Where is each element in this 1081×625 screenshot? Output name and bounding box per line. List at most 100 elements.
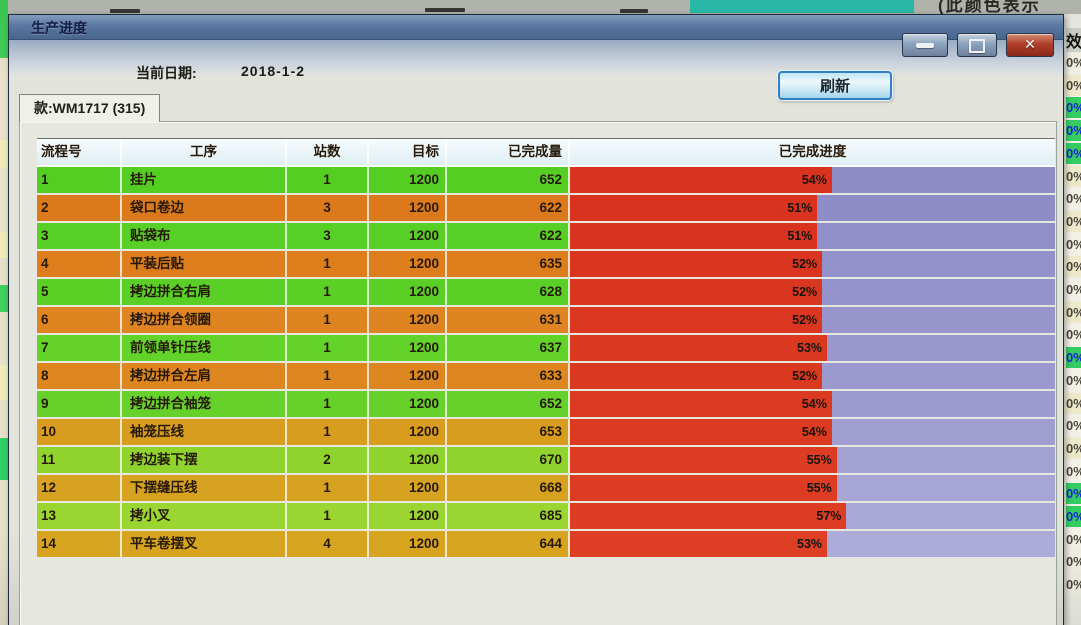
completed-cell: 685 xyxy=(447,503,570,529)
stations-cell: 1 xyxy=(287,279,369,305)
progress-percent-label: 52% xyxy=(792,257,818,271)
efficiency-cell: 0% xyxy=(1066,52,1081,73)
table-row[interactable]: 3 贴袋布 3 1200 622 51% xyxy=(37,223,1055,249)
progress-bar: 52% xyxy=(570,279,1055,305)
table-row[interactable]: 13 拷小叉 1 1200 685 57% xyxy=(37,503,1055,529)
close-button[interactable]: ✕ xyxy=(1006,33,1054,57)
table-row[interactable]: 6 拷边拼合领圈 1 1200 631 52% xyxy=(37,307,1055,333)
header-stations: 站数 xyxy=(287,139,369,165)
stations-cell: 1 xyxy=(287,335,369,361)
operation-cell: 贴袋布 xyxy=(122,223,287,249)
efficiency-cell: 0% xyxy=(1066,483,1081,505)
progress-percent-label: 53% xyxy=(797,537,823,551)
progress-bar: 54% xyxy=(570,167,1055,193)
background-strip-segment xyxy=(0,285,8,312)
operation-cell: 平车卷摆叉 xyxy=(122,531,287,557)
current-date-value: 2018-1-2 xyxy=(241,63,306,79)
progress-percent-label: 54% xyxy=(801,397,827,411)
style-tab-wm1717[interactable]: 款:WM1717 (315) xyxy=(19,94,161,122)
table-row[interactable]: 5 拷边拼合右肩 1 1200 628 52% xyxy=(37,279,1055,305)
table-row[interactable]: 2 袋口卷边 3 1200 622 51% xyxy=(37,195,1055,221)
header-completed: 已完成量 xyxy=(447,139,570,165)
refresh-button[interactable]: 刷新 xyxy=(778,71,892,100)
efficiency-cell: 0% xyxy=(1066,437,1081,459)
completed-cell: 628 xyxy=(447,279,570,305)
progress-percent-label: 52% xyxy=(792,285,818,299)
operation-cell: 拷边装下摆 xyxy=(122,447,287,473)
background-window-left-strip xyxy=(0,0,8,625)
minimize-button[interactable] xyxy=(902,33,948,57)
table-row[interactable]: 9 拷边拼合袖笼 1 1200 652 54% xyxy=(37,391,1055,417)
progress-fill: 55% xyxy=(570,475,837,501)
close-icon: ✕ xyxy=(1024,36,1036,52)
title-bar[interactable]: 生产进度 xyxy=(9,15,1063,40)
table-row[interactable]: 12 下摆缝压线 1 1200 668 55% xyxy=(37,475,1055,501)
table-row[interactable]: 8 拷边拼合左肩 1 1200 633 52% xyxy=(37,363,1055,389)
minimize-icon xyxy=(916,43,934,48)
process-no-cell: 11 xyxy=(37,447,122,473)
process-no-cell: 3 xyxy=(37,223,122,249)
table-row[interactable]: 7 前领单针压线 1 1200 637 53% xyxy=(37,335,1055,361)
background-strip-segment xyxy=(0,0,8,58)
operation-cell: 拷边拼合右肩 xyxy=(122,279,287,305)
target-cell: 1200 xyxy=(369,391,447,417)
tab-panel: 流程号 工序 站数 目标 已完成量 已完成进度 1 挂片 1 1200 652 54% 2 袋… xyxy=(19,121,1057,625)
progress-bar: 52% xyxy=(570,307,1055,333)
efficiency-cell: 0% xyxy=(1066,256,1081,278)
efficiency-cell: 0% xyxy=(1066,279,1081,300)
stations-cell: 1 xyxy=(287,391,369,417)
stations-cell: 1 xyxy=(287,419,369,445)
target-cell: 1200 xyxy=(369,419,447,445)
legend-text: (此颜色表示 xyxy=(938,0,1041,14)
maximize-button[interactable] xyxy=(957,33,997,57)
progress-fill: 57% xyxy=(570,503,847,529)
progress-fill: 51% xyxy=(570,223,818,249)
window-controls: ✕ xyxy=(902,33,1054,57)
progress-percent-label: 53% xyxy=(797,341,823,355)
efficiency-cell: 0% xyxy=(1066,301,1081,323)
header-process-no: 流程号 xyxy=(37,139,122,165)
process-no-cell: 2 xyxy=(37,195,122,221)
table-row[interactable]: 11 拷边装下摆 2 1200 670 55% xyxy=(37,447,1055,473)
completed-cell: 652 xyxy=(447,391,570,417)
completed-cell: 668 xyxy=(447,475,570,501)
progress-bar: 51% xyxy=(570,195,1055,221)
process-no-cell: 13 xyxy=(37,503,122,529)
background-strip-segment xyxy=(0,312,8,365)
date-row: 当前日期: 2018-1-2 xyxy=(9,63,1063,85)
table-row[interactable]: 4 平装后贴 1 1200 635 52% xyxy=(37,251,1055,277)
completed-cell: 652 xyxy=(447,167,570,193)
efficiency-cell: 0% xyxy=(1066,460,1081,482)
process-no-cell: 6 xyxy=(37,307,122,333)
stations-cell: 1 xyxy=(287,167,369,193)
table-row[interactable]: 1 挂片 1 1200 652 54% xyxy=(37,167,1055,193)
stations-cell: 3 xyxy=(287,223,369,249)
window-title: 生产进度 xyxy=(31,20,87,36)
efficiency-cell: 0% xyxy=(1066,415,1081,437)
efficiency-cell: 0% xyxy=(1066,506,1081,527)
process-no-cell: 7 xyxy=(37,335,122,361)
progress-percent-label: 52% xyxy=(792,313,818,327)
completed-cell: 622 xyxy=(447,223,570,249)
stations-cell: 1 xyxy=(287,475,369,501)
operation-cell: 拷边拼合袖笼 xyxy=(122,391,287,417)
progress-percent-label: 54% xyxy=(801,425,827,439)
target-cell: 1200 xyxy=(369,195,447,221)
efficiency-cell: 0% xyxy=(1066,74,1081,96)
table-row[interactable]: 14 平车卷摆叉 4 1200 644 53% xyxy=(37,531,1055,557)
operation-cell: 下摆缝压线 xyxy=(122,475,287,501)
background-strip-segment xyxy=(0,400,8,438)
progress-bar: 54% xyxy=(570,419,1055,445)
stations-cell: 2 xyxy=(287,447,369,473)
operation-cell: 袋口卷边 xyxy=(122,195,287,221)
progress-fill: 52% xyxy=(570,279,823,305)
table-row[interactable]: 10 袖笼压线 1 1200 653 54% xyxy=(37,419,1055,445)
progress-percent-label: 51% xyxy=(787,229,813,243)
target-cell: 1200 xyxy=(369,251,447,277)
target-cell: 1200 xyxy=(369,503,447,529)
stations-cell: 1 xyxy=(287,251,369,277)
progress-fill: 54% xyxy=(570,419,832,445)
target-cell: 1200 xyxy=(369,447,447,473)
progress-bar: 55% xyxy=(570,475,1055,501)
clipped-text-fragment xyxy=(425,8,465,12)
